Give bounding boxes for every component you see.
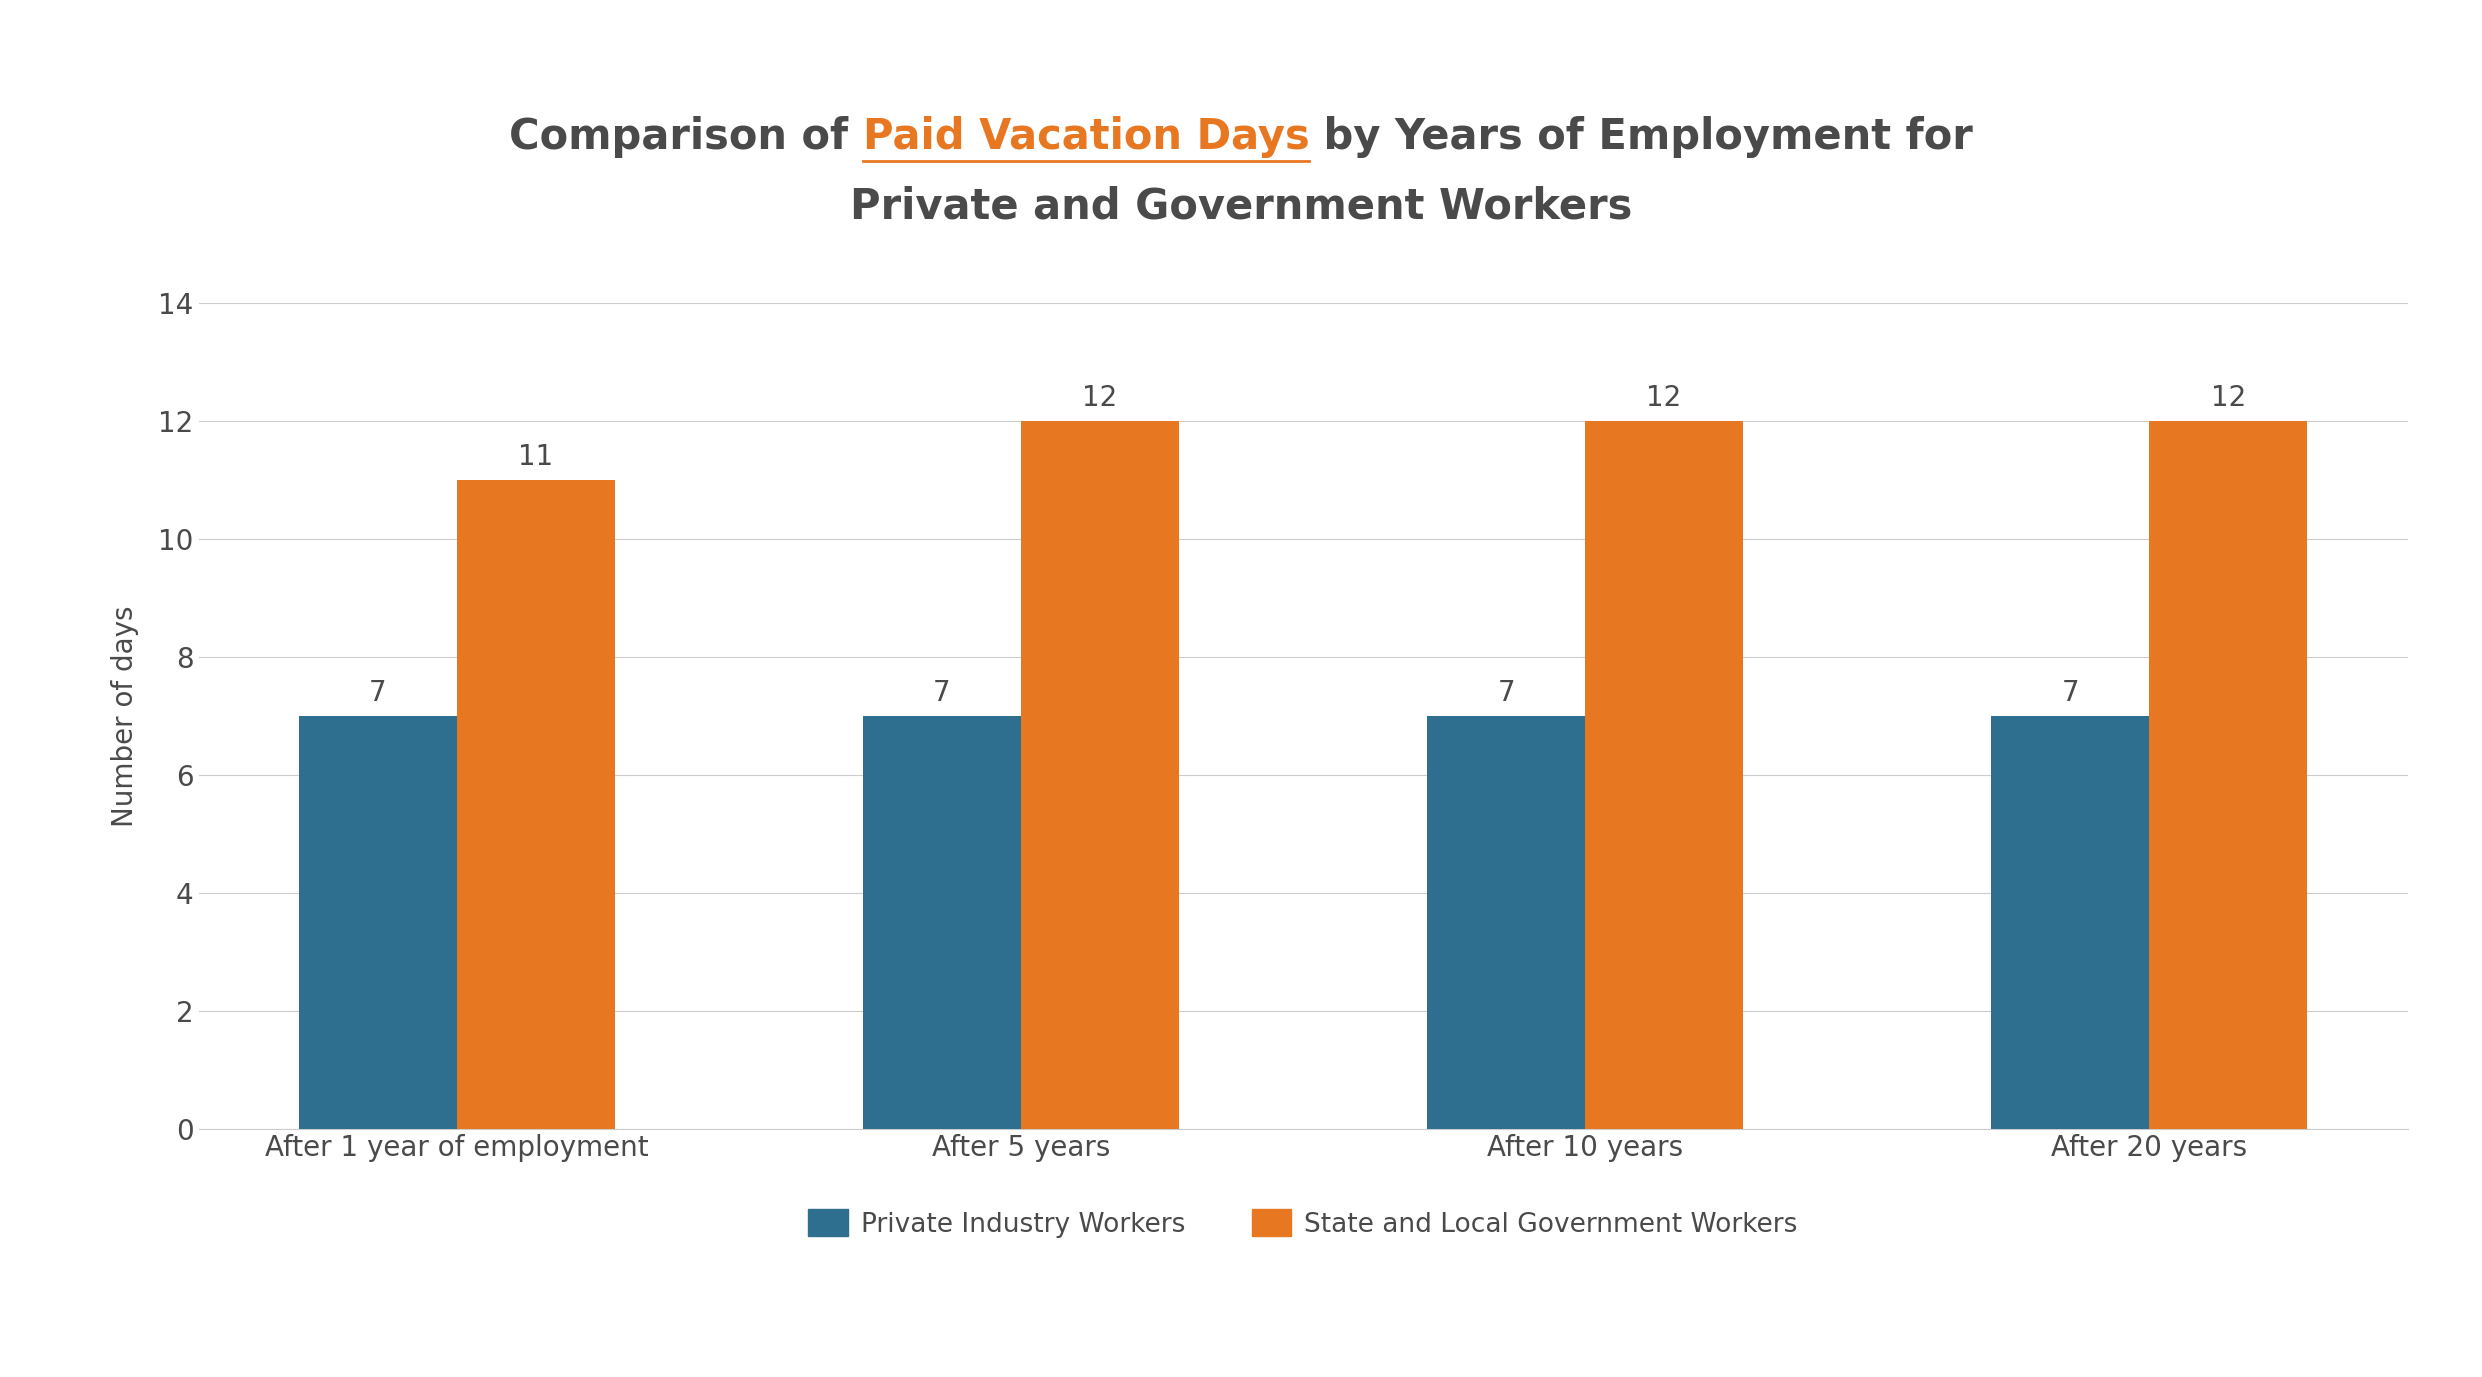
Bar	[1020, 421, 1179, 1129]
Bar	[457, 481, 616, 1129]
Y-axis label: Number of days: Number of days	[112, 606, 139, 826]
Legend: Private Industry Workers, State and Local Government Workers: Private Industry Workers, State and Loca…	[797, 1198, 1809, 1248]
Bar	[1586, 421, 1742, 1129]
Text: 7: 7	[2063, 679, 2080, 708]
Text: Paid Vacation Days: Paid Vacation Days	[864, 116, 1310, 158]
Text: 11: 11	[519, 443, 553, 471]
Bar	[864, 716, 1020, 1129]
Text: 7: 7	[933, 679, 951, 708]
Text: by Years of Employment for: by Years of Employment for	[1310, 116, 1973, 158]
Text: 12: 12	[1646, 384, 1683, 412]
Bar	[298, 716, 457, 1129]
Bar	[2149, 421, 2308, 1129]
Bar	[1991, 716, 2149, 1129]
Text: 7: 7	[370, 679, 387, 708]
Text: Comparison of: Comparison of	[509, 116, 864, 158]
Text: Private and Government Workers: Private and Government Workers	[849, 185, 1633, 227]
Text: 7: 7	[1497, 679, 1514, 708]
Bar	[1427, 716, 1586, 1129]
Text: 12: 12	[1082, 384, 1117, 412]
Text: 12: 12	[2211, 384, 2246, 412]
